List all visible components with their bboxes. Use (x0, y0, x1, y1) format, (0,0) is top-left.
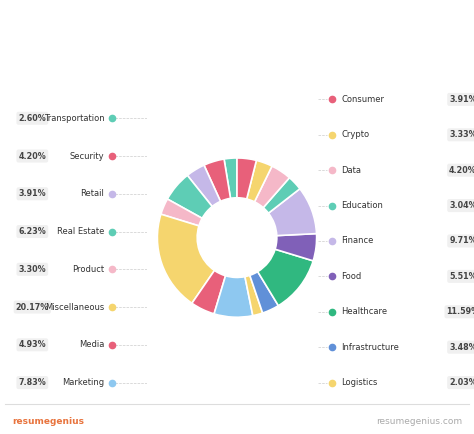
Text: resumegenius: resumegenius (12, 417, 84, 426)
Text: US Tech Layoff Percentages by Industry
Since 2022: US Tech Layoff Percentages by Industry S… (57, 26, 417, 61)
Text: Infrastructure: Infrastructure (341, 343, 399, 352)
Text: Food: Food (341, 272, 361, 281)
Wedge shape (268, 189, 317, 236)
Text: 3.48%: 3.48% (449, 343, 474, 352)
Text: 9.71%: 9.71% (449, 237, 474, 246)
Text: Media: Media (79, 340, 104, 349)
Text: 3.91%: 3.91% (449, 95, 474, 104)
Wedge shape (161, 199, 202, 226)
Text: Security: Security (70, 151, 104, 161)
Wedge shape (157, 214, 214, 303)
Text: Marketing: Marketing (62, 378, 104, 387)
Text: 20.17%: 20.17% (16, 302, 49, 312)
Text: Real Estate: Real Estate (57, 227, 104, 236)
Wedge shape (192, 270, 226, 314)
Wedge shape (263, 178, 300, 213)
Text: 3.33%: 3.33% (449, 130, 474, 139)
Text: 11.59%: 11.59% (447, 307, 474, 316)
Text: Product: Product (72, 265, 104, 274)
Text: 7.83%: 7.83% (18, 378, 46, 387)
Text: 3.91%: 3.91% (18, 189, 46, 198)
Text: 5.51%: 5.51% (449, 272, 474, 281)
Text: 2.60%: 2.60% (18, 114, 46, 123)
Text: 2.03%: 2.03% (449, 378, 474, 387)
Text: Logistics: Logistics (341, 378, 377, 387)
Wedge shape (258, 249, 313, 306)
Wedge shape (187, 165, 220, 207)
Wedge shape (224, 158, 237, 198)
Wedge shape (246, 161, 272, 202)
Text: 4.20%: 4.20% (449, 166, 474, 174)
Wedge shape (250, 272, 278, 313)
Wedge shape (214, 276, 253, 317)
Text: Crypto: Crypto (341, 130, 369, 139)
Text: 3.04%: 3.04% (449, 201, 474, 210)
Text: Education: Education (341, 201, 383, 210)
Text: 4.20%: 4.20% (18, 151, 46, 161)
Text: Finance: Finance (341, 237, 374, 246)
Text: 6.23%: 6.23% (18, 227, 46, 236)
Text: Data: Data (341, 166, 361, 174)
Wedge shape (204, 159, 230, 201)
Text: 4.93%: 4.93% (18, 340, 46, 349)
Text: Miscellaneous: Miscellaneous (45, 302, 104, 312)
Text: Retail: Retail (81, 189, 104, 198)
Wedge shape (255, 166, 290, 207)
Text: resumegenius.com: resumegenius.com (376, 417, 462, 426)
Text: Transportation: Transportation (44, 114, 104, 123)
Text: 3.30%: 3.30% (18, 265, 46, 274)
Text: Consumer: Consumer (341, 95, 384, 104)
Wedge shape (245, 275, 263, 316)
Text: Healthcare: Healthcare (341, 307, 387, 316)
Wedge shape (167, 175, 212, 218)
Wedge shape (275, 233, 317, 261)
Wedge shape (237, 158, 256, 199)
